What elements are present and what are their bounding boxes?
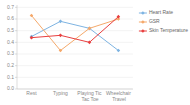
legend-marker [141, 20, 145, 24]
y-tick-label: 0.4 [7, 39, 14, 45]
grid-line [17, 77, 133, 78]
x-tick-label: Typing [53, 90, 68, 96]
y-tick-label: 0.6 [7, 15, 14, 21]
y-axis-line [17, 5, 18, 89]
line [31, 21, 118, 50]
grid-line [17, 30, 133, 31]
point [30, 36, 34, 40]
line [31, 16, 118, 51]
grid [17, 7, 133, 89]
y-tick-label: 0.2 [7, 62, 14, 68]
point [59, 20, 63, 24]
point [117, 15, 121, 19]
x-axis: Rest Typing Playing Tic Tac Toe Wheelchair … [26, 90, 131, 102]
point [117, 49, 121, 53]
plot-area [30, 14, 121, 53]
y-tick-label: 0.0 [7, 85, 14, 91]
legend-label: Heart Rate [149, 9, 173, 15]
grid-line [17, 65, 133, 66]
series [30, 20, 121, 53]
chart: Heart RateGSRSkin Temperature0.00.10.20.… [0, 0, 190, 105]
point [30, 14, 34, 18]
point [59, 34, 63, 38]
x-tick-label: Wheelchair Travel [106, 90, 131, 102]
legend: Heart Rate GSR Skin Temperature [139, 9, 188, 33]
x-tick-label: Rest [26, 90, 37, 96]
grid-line [17, 42, 133, 43]
y-tick [15, 54, 17, 55]
legend-label: GSR [149, 18, 160, 24]
legend-marker [141, 11, 145, 15]
y-tick-label: 0.1 [7, 74, 14, 80]
y-tick-label: 0.7 [7, 4, 14, 10]
y-tick-label: 0.5 [7, 27, 14, 33]
grid-line [17, 54, 133, 55]
y-tick [15, 7, 17, 8]
y-tick [15, 19, 17, 20]
legend-label: Skin Temperature [149, 27, 188, 33]
series [30, 14, 121, 53]
line [31, 17, 118, 43]
y-tick [15, 42, 17, 43]
grid-line [17, 7, 133, 8]
y-tick [15, 89, 17, 90]
point [88, 27, 92, 31]
y-tick [15, 65, 17, 66]
y-tick [15, 77, 17, 78]
point [59, 49, 63, 53]
y-axis: 0.0 0.1 0.2 0.3 0.4 0.5 0.6 0.7 [7, 4, 133, 92]
y-tick [15, 30, 17, 31]
point [88, 41, 92, 45]
x-tick-label: Playing Tic Tac Toe [77, 90, 102, 102]
y-tick-label: 0.3 [7, 50, 14, 56]
series [30, 15, 121, 44]
legend-marker [141, 29, 145, 33]
